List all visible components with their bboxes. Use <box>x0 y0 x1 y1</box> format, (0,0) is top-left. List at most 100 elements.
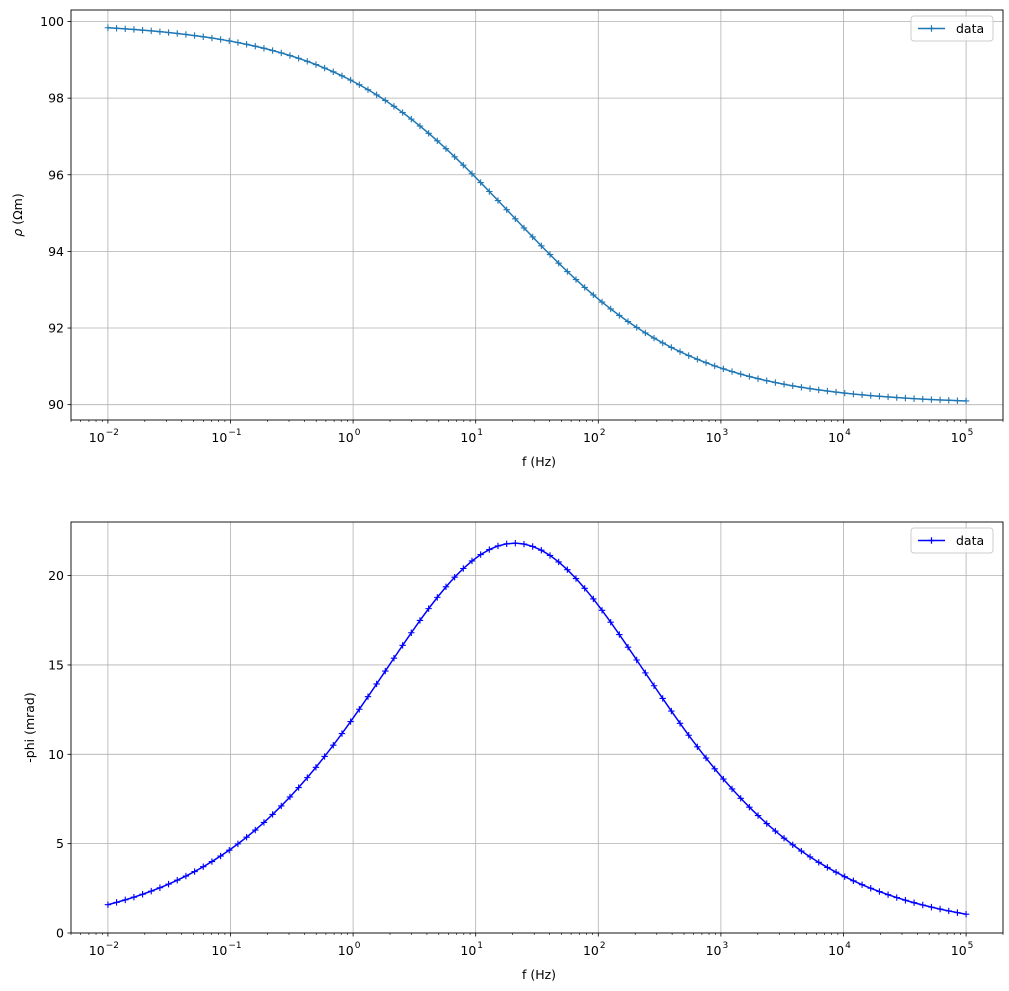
data-point <box>624 318 632 325</box>
x-tick-label-base: 10 <box>89 430 105 445</box>
series-line <box>107 542 967 915</box>
data-point <box>928 396 935 403</box>
data-point <box>174 877 181 884</box>
data-point <box>902 897 909 904</box>
data-point <box>252 43 259 50</box>
data-point <box>217 36 224 43</box>
x-tick-label: 10−2 <box>89 428 119 445</box>
data-point <box>460 161 467 169</box>
data-point <box>607 618 614 626</box>
data-point <box>884 393 892 401</box>
data-point <box>962 910 970 918</box>
data-point <box>780 834 788 842</box>
data-point <box>390 103 398 110</box>
axes-frame <box>70 9 1004 421</box>
data-point <box>104 24 112 31</box>
data-point <box>581 284 588 291</box>
data-point <box>720 775 727 783</box>
data-point <box>902 394 909 402</box>
data-point <box>468 557 476 565</box>
data-point <box>321 64 328 72</box>
data-point <box>590 291 597 299</box>
y-tick-label: 98 <box>48 91 64 106</box>
data-point <box>798 847 805 855</box>
data-point <box>503 206 510 213</box>
data-point <box>321 753 328 760</box>
data-point <box>174 30 181 37</box>
data-point <box>685 732 692 739</box>
x-tick-label-exponent: 3 <box>722 428 728 438</box>
data-point <box>659 695 666 702</box>
data-point <box>945 907 952 915</box>
x-tick-label: 102 <box>583 941 606 958</box>
data-point <box>520 540 528 548</box>
data-point <box>954 397 961 404</box>
data-point <box>208 858 216 865</box>
data-point <box>477 179 484 186</box>
data-point <box>269 47 276 54</box>
data-point <box>226 846 233 854</box>
data-point <box>286 52 294 59</box>
data-point <box>919 395 926 403</box>
data-point <box>477 551 484 558</box>
data-point <box>806 385 814 392</box>
x-tick-label-exponent: 0 <box>355 428 361 438</box>
data-point <box>642 669 649 677</box>
data-point <box>200 863 207 870</box>
y-tick-label: 100 <box>40 14 64 29</box>
data-point <box>373 680 380 688</box>
data-point <box>408 115 415 123</box>
data-point <box>841 873 848 880</box>
data-point <box>572 276 580 283</box>
series-line <box>107 27 967 402</box>
x-tick-label-base: 10 <box>706 430 722 445</box>
y-tick-label: 90 <box>48 397 64 412</box>
data-point <box>919 901 926 909</box>
legend-marker <box>928 25 935 32</box>
data-point <box>356 81 363 88</box>
data-point <box>789 382 796 390</box>
data-point <box>711 362 718 370</box>
data-point <box>278 802 285 810</box>
x-tick-label: 100 <box>338 428 361 445</box>
data-point <box>564 268 571 275</box>
x-tick-label: 10−1 <box>211 941 241 958</box>
x-ticks: 10−2 10−1 100 101 102 103 104 105 <box>70 420 1004 445</box>
data-point <box>338 72 346 80</box>
data-point <box>850 877 857 885</box>
data-point <box>746 803 753 811</box>
data-point <box>555 558 562 566</box>
y-tick-label: 96 <box>48 167 64 182</box>
resistivity-panel: 10−2 10−1 100 101 102 103 104 105 9092949698100… <box>10 9 1004 469</box>
data-point <box>390 654 398 662</box>
x-tick-label-base: 10 <box>828 943 844 958</box>
data-point <box>529 233 536 241</box>
data-point <box>234 39 242 46</box>
data-point <box>520 224 528 232</box>
y-axis-label: ρ (Ωm) <box>10 193 25 236</box>
x-tick-label-base: 10 <box>583 430 599 445</box>
data-point <box>130 26 138 33</box>
data-point <box>607 305 614 313</box>
data-point <box>486 546 493 553</box>
x-tick-label-exponent: 1 <box>477 428 483 438</box>
data-point <box>451 153 458 160</box>
data-point <box>104 901 112 908</box>
data-point <box>382 97 389 104</box>
data-point <box>685 352 692 359</box>
x-tick-label-base: 10 <box>460 430 476 445</box>
data-point <box>546 552 554 559</box>
data-point <box>156 28 164 35</box>
data-point <box>278 49 285 57</box>
data-point <box>590 595 597 603</box>
data-point <box>460 565 467 572</box>
x-tick-label: 104 <box>828 428 851 445</box>
data-point <box>182 31 190 38</box>
x-tick-label: 105 <box>951 428 974 445</box>
data-point <box>260 819 268 826</box>
data-point <box>702 359 710 366</box>
data-point <box>555 259 562 267</box>
data-point <box>434 594 441 601</box>
data-point <box>338 730 346 737</box>
data-point <box>122 25 129 33</box>
